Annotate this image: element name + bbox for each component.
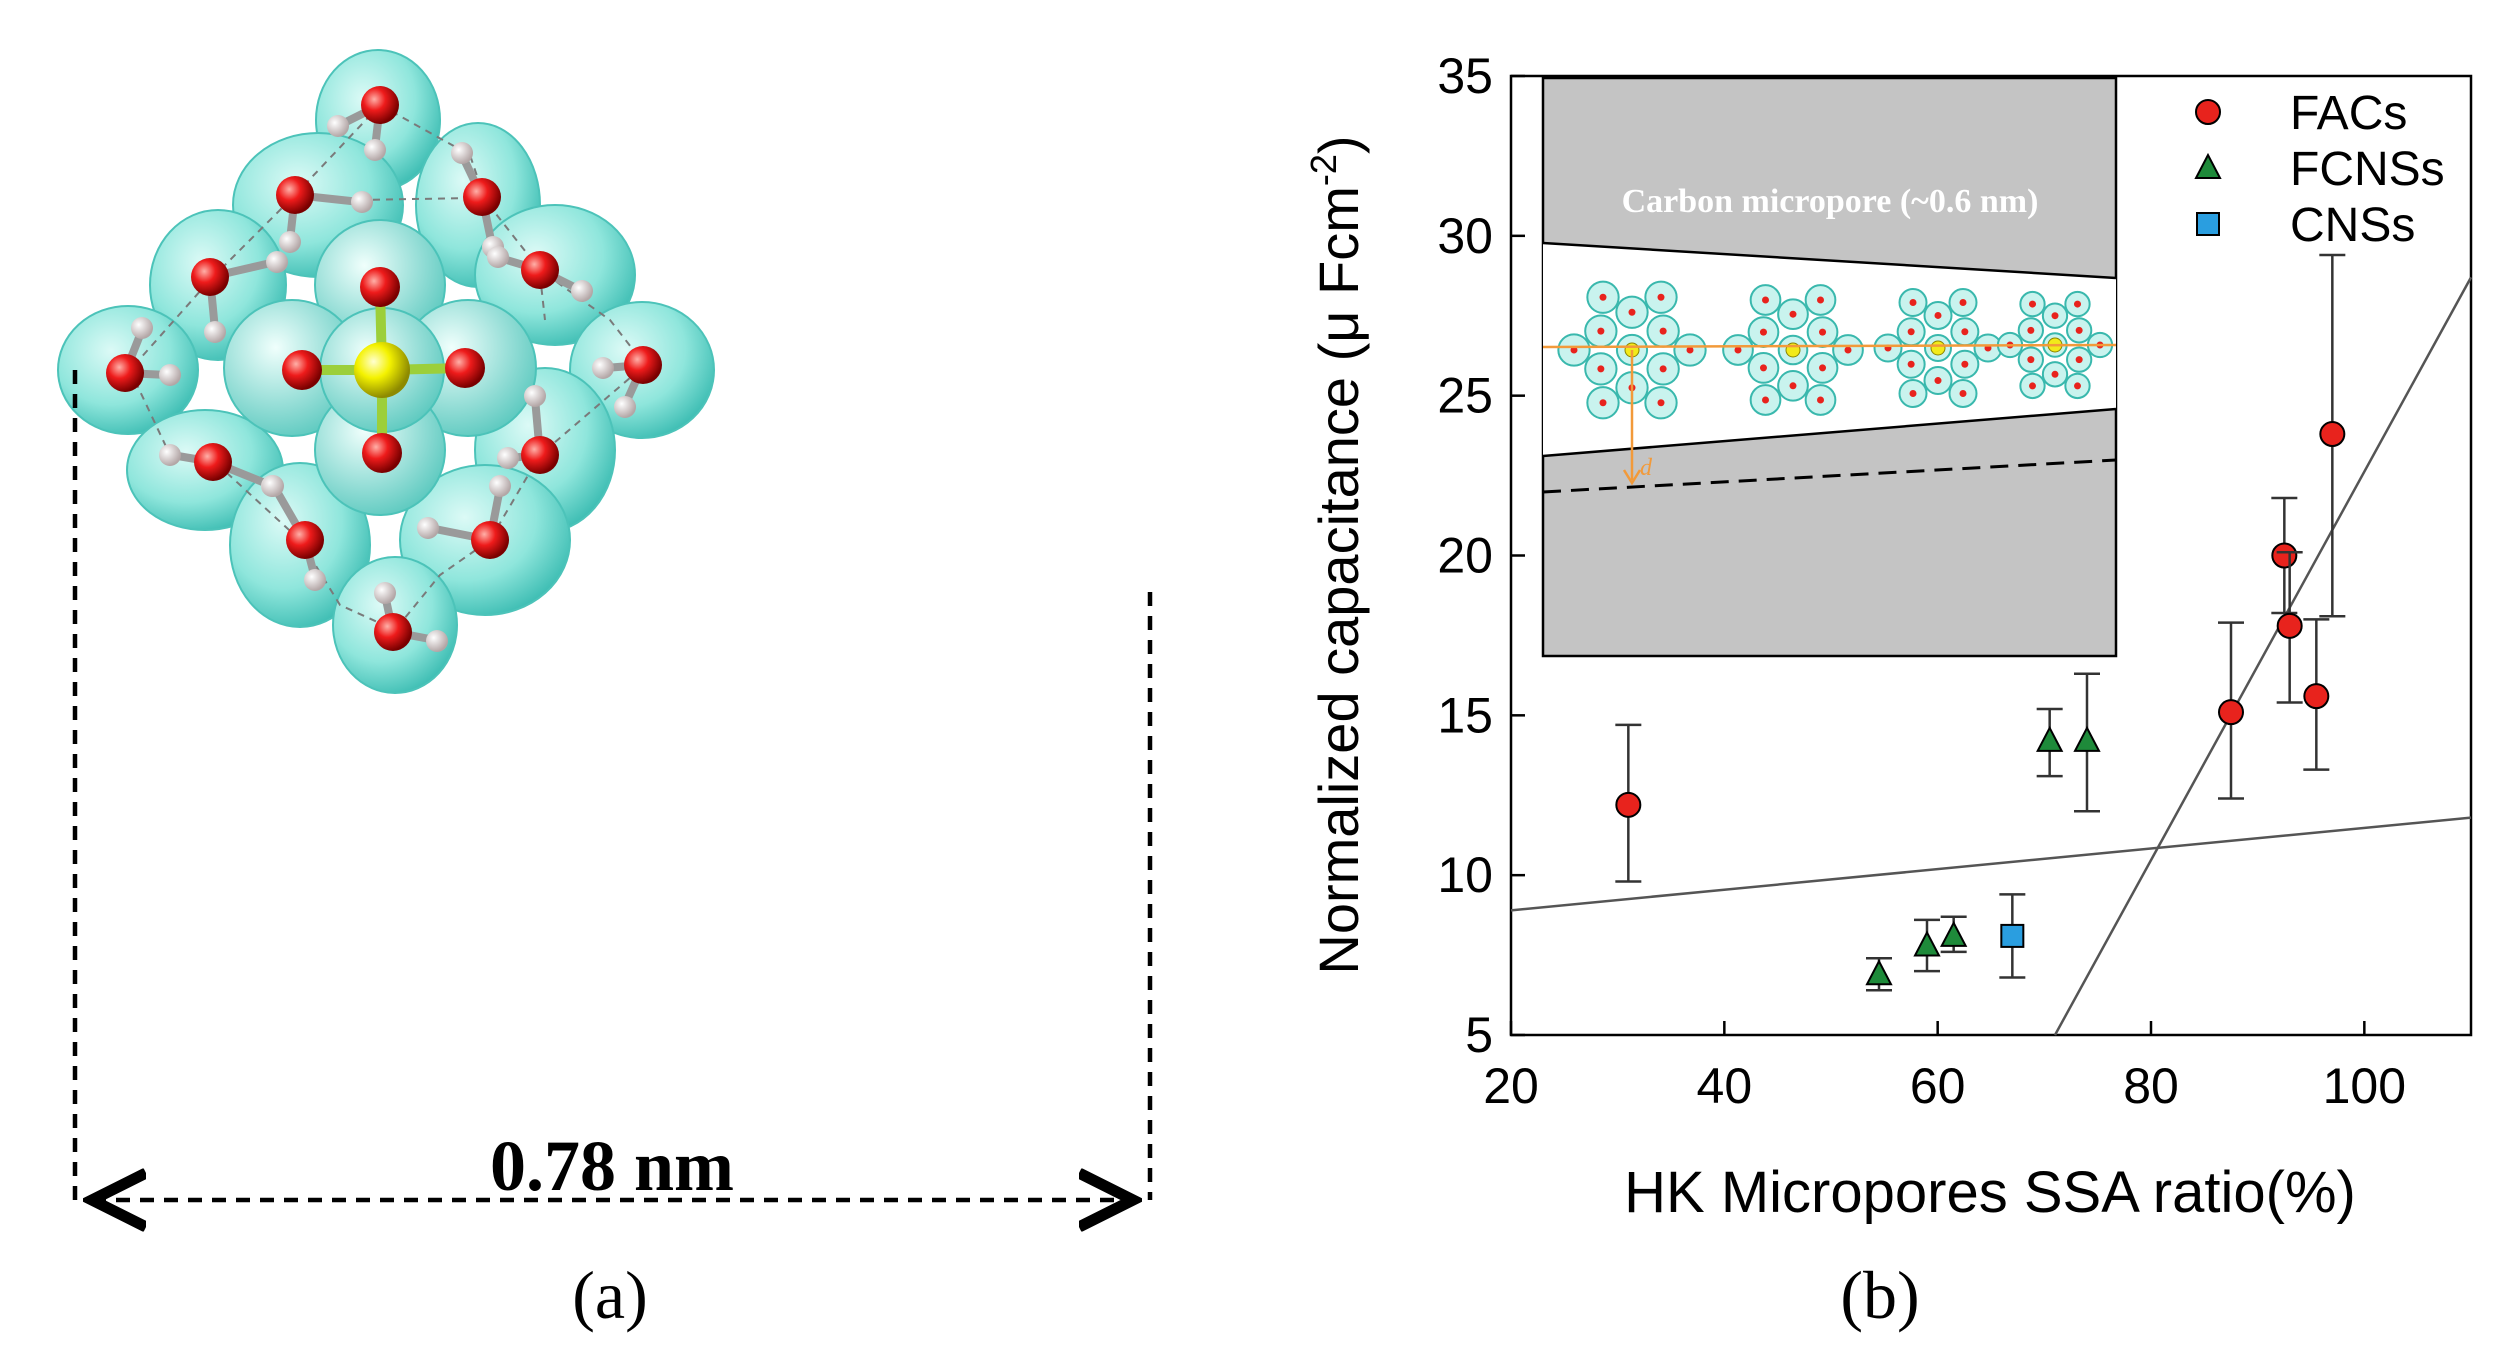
dimension-label: 0.78 nm bbox=[490, 1126, 734, 1206]
inset-micropore: d Carbon micropore (~0.6 nm) bbox=[1541, 76, 2118, 658]
data-point-cnss bbox=[2000, 923, 2025, 948]
data-point-fcnss bbox=[1913, 930, 1941, 957]
data-point-facs bbox=[2303, 683, 2330, 710]
inset-water-oxygen bbox=[2075, 356, 2083, 364]
inset-water-oxygen bbox=[1934, 311, 1942, 319]
inset-water-oxygen bbox=[1959, 389, 1967, 397]
inset-water-oxygen bbox=[2027, 356, 2035, 364]
x-axis-label: HK Micropores SSA ratio(%) bbox=[1624, 1160, 2356, 1225]
inset-water-oxygen bbox=[1599, 399, 1607, 407]
data-point-fcnss bbox=[1865, 959, 1893, 986]
y-tick-label: 10 bbox=[1437, 847, 1493, 903]
inset-water-oxygen bbox=[1570, 346, 1578, 354]
inset-water-oxygen bbox=[2074, 300, 2081, 308]
data-point-facs bbox=[1615, 791, 1642, 818]
legend-label: FCNSs bbox=[2290, 143, 2445, 196]
inset-water-oxygen bbox=[2051, 370, 2059, 378]
y-tick-label: 5 bbox=[1465, 1007, 1493, 1063]
inset-water-oxygen bbox=[1789, 310, 1797, 318]
inset-water-oxygen bbox=[1759, 364, 1767, 372]
y-tick-label: 30 bbox=[1437, 208, 1493, 264]
dimension-bracket bbox=[72, 370, 1153, 1200]
fit-lines bbox=[1510, 276, 2473, 1036]
inset-water-oxygen bbox=[2075, 326, 2083, 334]
inset-water-oxygen bbox=[2029, 382, 2036, 390]
legend-marker-fcnss bbox=[2194, 152, 2222, 179]
inset-water-oxygen bbox=[2074, 382, 2081, 390]
data-point-fcnss bbox=[2036, 725, 2064, 752]
hydrated-ion-cluster: 0.78 nm (a) bbox=[57, 49, 1153, 1333]
inset-water-oxygen bbox=[1759, 328, 1767, 336]
legend-marker-facs bbox=[2195, 99, 2221, 125]
data-points bbox=[1615, 253, 2346, 992]
data-point-facs bbox=[2319, 421, 2346, 448]
inset-water-oxygen bbox=[1659, 327, 1667, 335]
water-molecules bbox=[106, 86, 662, 652]
inset-water-oxygen bbox=[2051, 312, 2059, 320]
inset-water-oxygen bbox=[1961, 328, 1969, 336]
inset-water-oxygen bbox=[1907, 360, 1915, 368]
data-point-facs bbox=[2218, 699, 2244, 726]
inset-water-oxygen bbox=[1934, 377, 1942, 385]
data-point-facs bbox=[2276, 612, 2303, 639]
x-tick-label: 80 bbox=[2123, 1058, 2179, 1114]
data-point-fcnss bbox=[2073, 725, 2101, 752]
data-point-fcnss bbox=[1940, 920, 1968, 947]
inset-water-oxygen bbox=[1844, 346, 1852, 354]
inset-water-oxygen bbox=[1657, 293, 1665, 301]
inset-water-oxygen bbox=[1961, 360, 1969, 368]
inset-water-oxygen bbox=[1762, 296, 1769, 304]
central-anion bbox=[282, 267, 485, 473]
inset-water-oxygen bbox=[1657, 399, 1665, 407]
y-tick-label: 25 bbox=[1437, 368, 1493, 424]
inset-water-oxygen bbox=[1659, 365, 1667, 373]
y-tick-label: 15 bbox=[1437, 687, 1493, 743]
inset-label: Carbon micropore (~0.6 nm) bbox=[1622, 183, 2039, 220]
y-axis: 5 10 15 20 25 30 35 bbox=[1437, 48, 1525, 1063]
x-tick-label: 60 bbox=[1910, 1058, 1966, 1114]
y-axis-label: Normalized capacitance (μ Fcm-2) bbox=[1303, 135, 1370, 974]
inset-ion-clusters bbox=[1557, 280, 2114, 420]
inset-water-oxygen bbox=[1817, 396, 1824, 404]
inset-water-oxygen bbox=[1817, 296, 1824, 304]
inset-water-oxygen bbox=[2029, 300, 2036, 308]
inset-water-oxygen bbox=[1819, 328, 1827, 336]
data-point-facs bbox=[2271, 542, 2298, 569]
inset-anion-core bbox=[1930, 340, 1946, 356]
inset-water-oxygen bbox=[1819, 364, 1827, 372]
legend-label: FACs bbox=[2290, 87, 2407, 140]
x-axis: 20 40 60 80 100 bbox=[1483, 1021, 2406, 1114]
x-tick-label: 40 bbox=[1697, 1058, 1753, 1114]
legend-marker-cnss bbox=[2196, 212, 2220, 236]
fit-line bbox=[2053, 276, 2473, 1036]
inset-water-oxygen bbox=[2027, 326, 2035, 334]
inset-water-oxygen bbox=[1597, 327, 1605, 335]
inset-water-oxygen bbox=[1789, 382, 1797, 390]
panel-a-label: (a) bbox=[572, 1257, 647, 1333]
y-tick-label: 35 bbox=[1437, 48, 1493, 104]
x-tick-label: 20 bbox=[1483, 1058, 1539, 1114]
x-tick-label: 100 bbox=[2323, 1058, 2406, 1114]
chart-panel: 5 10 15 20 25 30 35 20 40 60 80 100 HK Micropores … bbox=[1303, 48, 2473, 1333]
fit-line bbox=[1510, 816, 2472, 912]
inset-water-oxygen bbox=[1909, 299, 1917, 307]
y-tick-label: 20 bbox=[1437, 528, 1493, 584]
inset-water-oxygen bbox=[1734, 346, 1742, 354]
inset-water-oxygen bbox=[1597, 365, 1605, 373]
inset-water-oxygen bbox=[1907, 328, 1915, 336]
inset-d-label: d bbox=[1640, 455, 1653, 481]
inset-water-oxygen bbox=[1686, 346, 1694, 354]
inset-water-oxygen bbox=[1599, 293, 1607, 301]
inset-water-oxygen bbox=[1628, 308, 1636, 316]
legend-label: CNSs bbox=[2290, 199, 2415, 252]
inset-water-oxygen bbox=[1762, 396, 1769, 404]
panel-b-label: (b) bbox=[1840, 1257, 1919, 1333]
inset-water-oxygen bbox=[1909, 389, 1917, 397]
inset-water-oxygen bbox=[1959, 299, 1967, 307]
